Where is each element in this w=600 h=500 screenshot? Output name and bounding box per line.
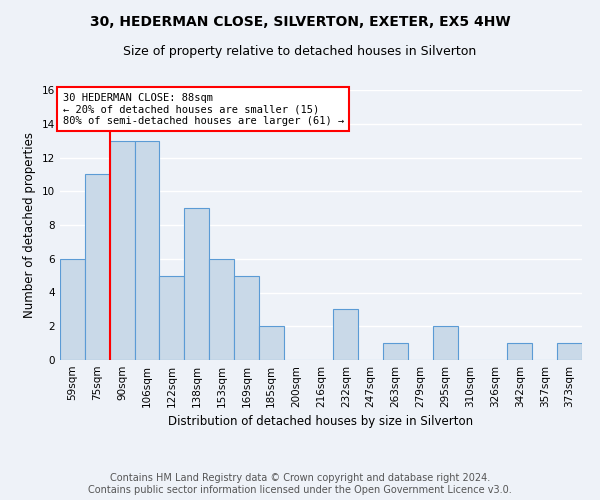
Bar: [259, 326, 284, 360]
Bar: [85, 174, 110, 360]
Bar: [160, 276, 184, 360]
Text: Size of property relative to detached houses in Silverton: Size of property relative to detached ho…: [124, 45, 476, 58]
Bar: [334, 310, 358, 360]
Bar: [234, 276, 259, 360]
Text: 30, HEDERMAN CLOSE, SILVERTON, EXETER, EX5 4HW: 30, HEDERMAN CLOSE, SILVERTON, EXETER, E…: [89, 15, 511, 29]
X-axis label: Distribution of detached houses by size in Silverton: Distribution of detached houses by size …: [169, 416, 473, 428]
Bar: [110, 140, 134, 360]
Text: 30 HEDERMAN CLOSE: 88sqm
← 20% of detached houses are smaller (15)
80% of semi-d: 30 HEDERMAN CLOSE: 88sqm ← 20% of detach…: [62, 92, 344, 126]
Bar: [209, 259, 234, 360]
Bar: [60, 259, 85, 360]
Bar: [508, 343, 532, 360]
Bar: [184, 208, 209, 360]
Bar: [134, 140, 160, 360]
Bar: [433, 326, 458, 360]
Bar: [383, 343, 408, 360]
Y-axis label: Number of detached properties: Number of detached properties: [23, 132, 37, 318]
Text: Contains HM Land Registry data © Crown copyright and database right 2024.
Contai: Contains HM Land Registry data © Crown c…: [88, 474, 512, 495]
Bar: [557, 343, 582, 360]
